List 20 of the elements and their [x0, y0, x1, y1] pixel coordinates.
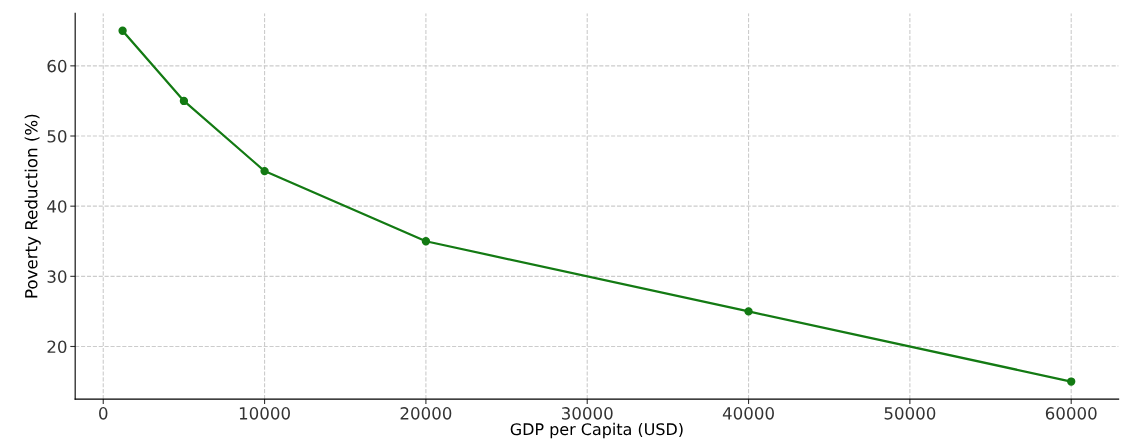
y-tick-label: 20 [47, 340, 67, 354]
point [421, 237, 431, 246]
x-tick-label: 10000 [239, 407, 290, 420]
x-tick-label: 0 [99, 407, 108, 420]
x-axis-title: GDP per Capita (USD) [510, 422, 683, 439]
point [260, 166, 269, 176]
x-tick-label: 40000 [722, 407, 774, 420]
point [1067, 377, 1076, 386]
y-axis-title: Poverty Reduction (%) [24, 114, 41, 298]
x-tick-label: 30000 [561, 407, 613, 420]
y-tick-label: 60 [47, 59, 67, 73]
point [118, 26, 127, 35]
y-tick-label: 30 [47, 270, 67, 283]
y-tick-label: 40 [47, 200, 67, 213]
x-tick-label: 50000 [884, 407, 936, 420]
y-tick-label: 50 [47, 129, 67, 143]
point [179, 96, 189, 106]
x-tick-label: 60000 [1045, 407, 1097, 420]
x-tick-label: 20000 [400, 407, 452, 420]
point [744, 307, 753, 316]
